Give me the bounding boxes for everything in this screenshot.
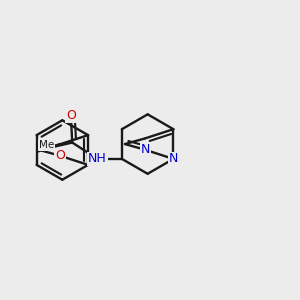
Text: N: N bbox=[140, 143, 150, 156]
Text: N: N bbox=[169, 152, 178, 165]
Text: Me: Me bbox=[39, 140, 54, 150]
Text: O: O bbox=[55, 149, 65, 162]
Text: NH: NH bbox=[88, 152, 107, 165]
Text: O: O bbox=[66, 109, 76, 122]
